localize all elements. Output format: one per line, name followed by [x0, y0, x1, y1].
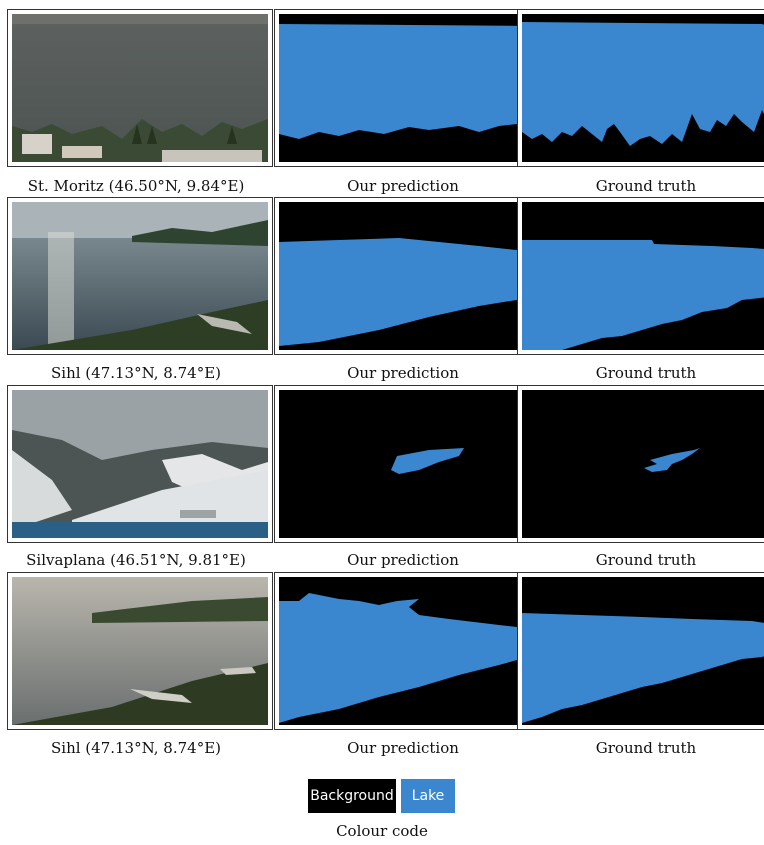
prediction-mask-st-moritz [274, 9, 540, 167]
webcam-photo-sihl [7, 197, 273, 355]
caption-ground-truth-1: Ground truth [595, 177, 697, 195]
legend-lake-label: Lake [411, 788, 445, 804]
caption-photo-1: St. Moritz (46.50°N, 9.84°E) [27, 177, 245, 195]
webcam-photo-st-moritz [7, 9, 273, 167]
caption-photo-3: Silvaplana (46.51°N, 9.81°E) [26, 551, 246, 569]
ground-truth-mask-st-moritz [517, 9, 764, 167]
caption-prediction-2: Our prediction [347, 364, 459, 382]
prediction-mask-sihl-2 [274, 572, 540, 730]
caption-ground-truth-4: Ground truth [595, 739, 697, 757]
caption-photo-4: Sihl (47.13°N, 8.74°E) [51, 739, 221, 757]
ground-truth-mask-sihl-1 [517, 197, 764, 355]
webcam-photo-silvaplana [7, 385, 273, 543]
webcam-photo-sihl-2 [7, 572, 273, 730]
caption-ground-truth-2: Ground truth [595, 364, 697, 382]
caption-photo-2: Sihl (47.13°N, 8.74°E) [51, 364, 221, 382]
legend-background-swatch: Background [308, 779, 396, 813]
caption-prediction-3: Our prediction [347, 551, 459, 569]
prediction-mask-sihl-1 [274, 197, 540, 355]
legend-background-label: Background [310, 788, 394, 804]
ground-truth-mask-sihl-2 [517, 572, 764, 730]
ground-truth-mask-silvaplana [517, 385, 764, 543]
caption-ground-truth-3: Ground truth [595, 551, 697, 569]
legend-lake-swatch: Lake [401, 779, 455, 813]
caption-prediction-1: Our prediction [347, 177, 459, 195]
legend-caption: Colour code [336, 822, 428, 840]
prediction-mask-silvaplana [274, 385, 540, 543]
caption-prediction-4: Our prediction [347, 739, 459, 757]
